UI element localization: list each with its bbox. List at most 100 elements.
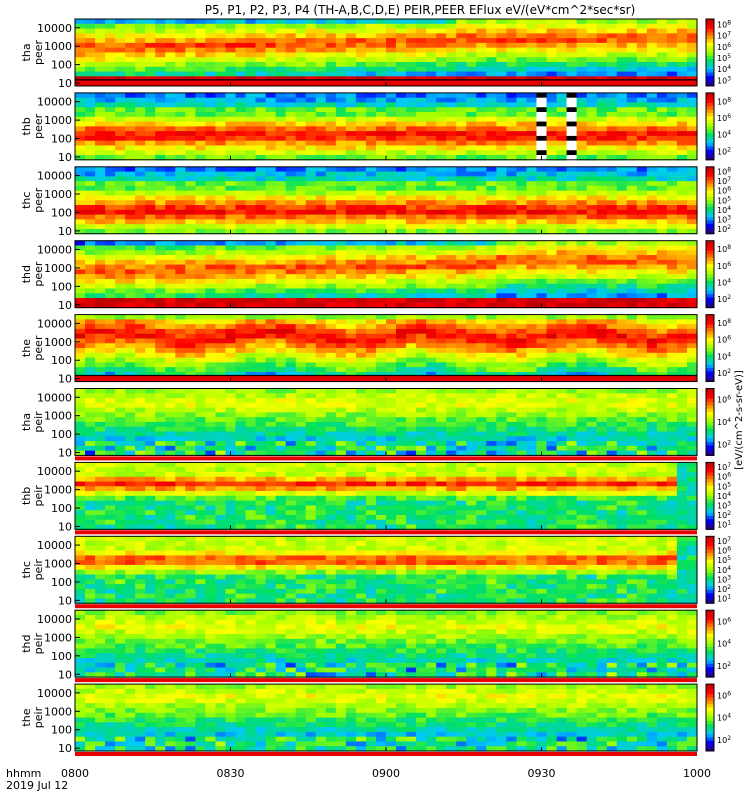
heatmap-cell: [205, 389, 216, 394]
heatmap-cell: [466, 136, 477, 141]
heatmap-cell: [587, 338, 598, 343]
heatmap-cell: [75, 102, 86, 107]
heatmap-cell: [286, 219, 297, 224]
heatmap-cell: [426, 172, 437, 177]
heatmap-cell: [627, 126, 638, 131]
heatmap-cell: [256, 107, 267, 112]
heatmap-cell: [687, 19, 698, 24]
heatmap-cell: [637, 52, 648, 57]
heatmap-cell: [536, 122, 547, 127]
heatmap-cell: [165, 403, 176, 408]
heatmap-cell: [346, 136, 357, 141]
heatmap-cell: [416, 136, 427, 141]
heatmap-cell: [426, 200, 437, 205]
heatmap-cell: [205, 279, 216, 284]
heatmap-cell: [547, 172, 558, 177]
heatmap-cell: [135, 427, 146, 432]
heatmap-cell: [266, 389, 277, 394]
heatmap-cell: [165, 362, 176, 367]
heatmap-cell: [256, 441, 267, 446]
heatmap-cell: [105, 412, 116, 417]
colorbar-step: [706, 315, 714, 319]
heatmap-cell: [647, 269, 658, 274]
heatmap-cell: [95, 260, 106, 265]
heatmap-cell: [296, 43, 307, 48]
heatmap-cell: [486, 112, 497, 117]
heatmap-cell: [125, 319, 136, 324]
heatmap-cell: [476, 126, 487, 131]
heatmap-cell: [256, 141, 267, 146]
heatmap-cell: [175, 62, 186, 67]
heatmap-cell: [75, 250, 86, 255]
heatmap-cell: [205, 62, 216, 67]
colorbar-step: [706, 32, 714, 36]
heatmap-cell: [95, 446, 106, 451]
heatmap-cell: [95, 269, 106, 274]
heatmap-cell: [256, 298, 267, 303]
heatmap-cell: [466, 131, 477, 136]
heatmap-cell: [486, 343, 497, 348]
heatmap-cell: [225, 210, 236, 215]
heatmap-cell: [567, 145, 578, 150]
heatmap-cell: [356, 122, 367, 127]
heatmap-cell: [85, 441, 96, 446]
heatmap-cell: [366, 358, 377, 363]
heatmap-cell: [687, 24, 698, 29]
heatmap-cell: [316, 293, 327, 298]
heatmap-cell: [446, 136, 457, 141]
heatmap-cell: [135, 255, 146, 260]
heatmap-cell: [426, 288, 437, 293]
heatmap-cell: [165, 176, 176, 181]
heatmap-cell: [306, 191, 317, 196]
heatmap-cell: [326, 441, 337, 446]
heatmap-cell: [215, 398, 226, 403]
heatmap-cell: [175, 172, 186, 177]
heatmap-cell: [75, 191, 86, 196]
heatmap-cell: [667, 205, 678, 210]
heatmap-cell: [486, 98, 497, 103]
heatmap-cell: [326, 191, 337, 196]
heatmap-cell: [376, 131, 387, 136]
colorbar-step: [706, 66, 714, 70]
heatmap-cell: [597, 200, 608, 205]
colorbar-step: [706, 368, 714, 372]
heatmap-cell: [145, 224, 156, 229]
heatmap-cell: [657, 19, 668, 24]
heatmap-cell: [356, 126, 367, 131]
heatmap-cell: [597, 348, 608, 353]
heatmap-cell: [366, 191, 377, 196]
heatmap-cell: [396, 293, 407, 298]
heatmap-cell: [105, 446, 116, 451]
heatmap-cell: [286, 343, 297, 348]
heatmap-cell: [225, 422, 236, 427]
heatmap-cell: [587, 348, 598, 353]
heatmap-cell: [336, 269, 347, 274]
heatmap-cell: [246, 348, 257, 353]
heatmap-cell: [476, 112, 487, 117]
heatmap-cell: [597, 353, 608, 358]
heatmap-cell: [316, 279, 327, 284]
heatmap-cell: [557, 353, 568, 358]
heatmap-cell: [276, 19, 287, 24]
heatmap-cell: [135, 98, 146, 103]
heatmap-cell: [105, 219, 116, 224]
heatmap-cell: [506, 288, 517, 293]
heatmap-cell: [115, 408, 126, 413]
heatmap-cell: [125, 417, 136, 422]
heatmap-cell: [155, 436, 166, 441]
heatmap-cell: [476, 141, 487, 146]
heatmap-cell: [145, 186, 156, 191]
heatmap-cell: [466, 245, 477, 250]
heatmap-cell: [486, 38, 497, 43]
heatmap-cell: [386, 102, 397, 107]
heatmap-cell: [567, 52, 578, 57]
heatmap-cell: [195, 107, 206, 112]
heatmap-cell: [376, 122, 387, 127]
heatmap-cell: [536, 107, 547, 112]
heatmap-cell: [336, 288, 347, 293]
heatmap-cell: [516, 205, 527, 210]
heatmap-cell: [516, 210, 527, 215]
heatmap-cell: [236, 48, 247, 53]
heatmap-cell: [115, 224, 126, 229]
heatmap-cell: [567, 274, 578, 279]
